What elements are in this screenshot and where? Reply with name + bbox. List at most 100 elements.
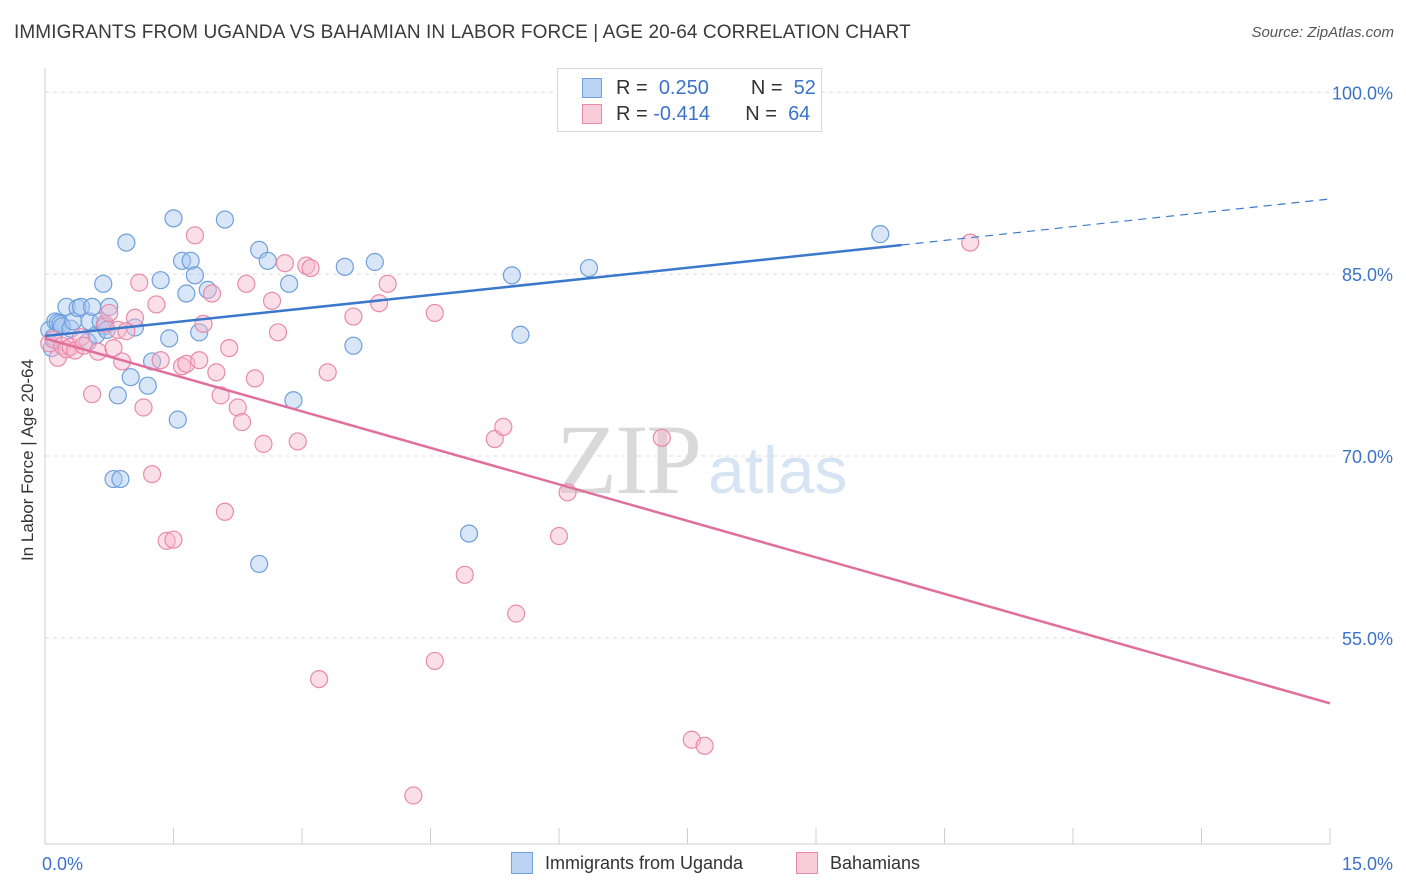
correlation-stats-box: R = 0.250 N = 52 R = -0.414 N = 64 (557, 68, 822, 132)
bahamas-point (310, 669, 329, 689)
uganda-point (100, 297, 119, 316)
uganda-point (104, 469, 123, 489)
x-tick-label: 0.0% (42, 854, 83, 874)
uganda-point (177, 284, 196, 303)
bahamas-point (455, 565, 474, 584)
bahamas-point (695, 736, 714, 755)
uganda-point (365, 252, 384, 272)
r-label: R = (616, 102, 648, 125)
chart-title: IMMIGRANTS FROM UGANDA VS BAHAMIAN IN LA… (14, 22, 911, 43)
uganda-point (185, 266, 205, 285)
watermark-zip: ZIP (556, 404, 702, 515)
bahamas-point (268, 323, 288, 342)
bahamas-point (164, 530, 183, 549)
uganda-point (190, 323, 209, 342)
r-value: 0.250 (658, 76, 709, 99)
legend-label-uganda: Immigrants from Uganda (545, 852, 744, 873)
uganda-point (94, 274, 113, 293)
bahamas-point (288, 432, 307, 451)
bahamas-point (202, 284, 222, 303)
bahamas-point (425, 651, 444, 671)
r-label: R = (616, 76, 648, 99)
stats-row-uganda: R = 0.250 N = 52 (582, 75, 816, 101)
bahamas-point (378, 274, 397, 293)
bahamas-point (220, 338, 239, 358)
uganda-point (164, 209, 183, 228)
bahamas-point (185, 226, 205, 245)
uganda-point (160, 329, 179, 348)
bahamas-point (318, 363, 337, 382)
uganda-point (168, 410, 187, 429)
uganda-trend-line (44, 243, 902, 338)
bahamas-point (961, 233, 980, 252)
uganda-point (111, 469, 130, 489)
y-tick-label: 100.0% (1332, 83, 1393, 103)
bahamas-point (211, 386, 230, 405)
uganda-point (258, 251, 277, 270)
uganda-point (181, 251, 200, 270)
bahamas-point (275, 254, 294, 273)
x-tick-label: 15.0% (1342, 854, 1393, 874)
n-label: N = (745, 102, 777, 125)
bahamas-point (134, 398, 153, 417)
uganda-trend-extension (901, 198, 1331, 246)
bahamas-swatch (582, 104, 602, 124)
uganda-point (138, 376, 157, 395)
bahamas-point (344, 307, 363, 326)
n-value: 64 (788, 102, 811, 125)
bahamas-point (237, 274, 256, 293)
bahamas-point (100, 303, 119, 323)
chart-source: Source: ZipAtlas.com (1251, 24, 1394, 41)
legend-item-bahamas[interactable]: Bahamians (796, 852, 920, 874)
bahamas-point (228, 398, 247, 417)
uganda-swatch (582, 78, 602, 98)
uganda-point (121, 368, 140, 387)
uganda-point (579, 258, 599, 278)
uganda-point (280, 274, 299, 293)
legend-swatch-uganda (511, 852, 533, 874)
uganda-point (151, 271, 170, 290)
bahamas-point (232, 412, 252, 432)
bahamas-point (147, 295, 166, 314)
y-tick-label: 70.0% (1342, 447, 1393, 467)
bahamas-point (130, 273, 149, 292)
y-tick-label: 85.0% (1342, 265, 1393, 285)
bahamas-point (507, 604, 526, 623)
n-value: 52 (793, 76, 816, 99)
watermark-atlas: atlas (708, 433, 848, 507)
uganda-point (502, 266, 521, 285)
bahamas-point (370, 294, 389, 313)
bahamas-point (425, 303, 444, 323)
uganda-point (250, 554, 269, 574)
bahamas-point (207, 363, 226, 382)
bahamas-point (245, 369, 264, 388)
y-axis-title: In Labor Force | Age 20-64 (18, 359, 37, 561)
bahamas-point (190, 351, 209, 370)
bahamas-point (142, 465, 162, 484)
legend-item-uganda[interactable]: Immigrants from Uganda (511, 852, 743, 874)
bahamas-point (652, 428, 671, 447)
bahamas-point (404, 786, 423, 805)
bahamas-point (549, 526, 569, 546)
bahamas-point (125, 308, 145, 327)
bahamas-point (254, 434, 273, 453)
uganda-point (108, 386, 127, 405)
bahamas-trend-line (44, 337, 1331, 705)
watermark: ZIP atlas (556, 402, 847, 517)
bahamas-point (83, 385, 102, 404)
uganda-point (511, 325, 530, 344)
uganda-point (335, 257, 354, 276)
r-value: -0.414 (653, 102, 710, 125)
bahamas-point (215, 502, 234, 521)
bahamas-point (157, 531, 176, 550)
bahamas-point (301, 258, 320, 278)
bahamas-point (494, 417, 513, 436)
uganda-point (117, 233, 136, 252)
y-tick-label: 55.0% (1342, 629, 1393, 649)
n-label: N = (750, 76, 783, 99)
uganda-point (215, 210, 234, 229)
bahamas-point (262, 291, 282, 310)
legend-swatch-bahamas (796, 852, 818, 874)
uganda-point (871, 225, 890, 244)
